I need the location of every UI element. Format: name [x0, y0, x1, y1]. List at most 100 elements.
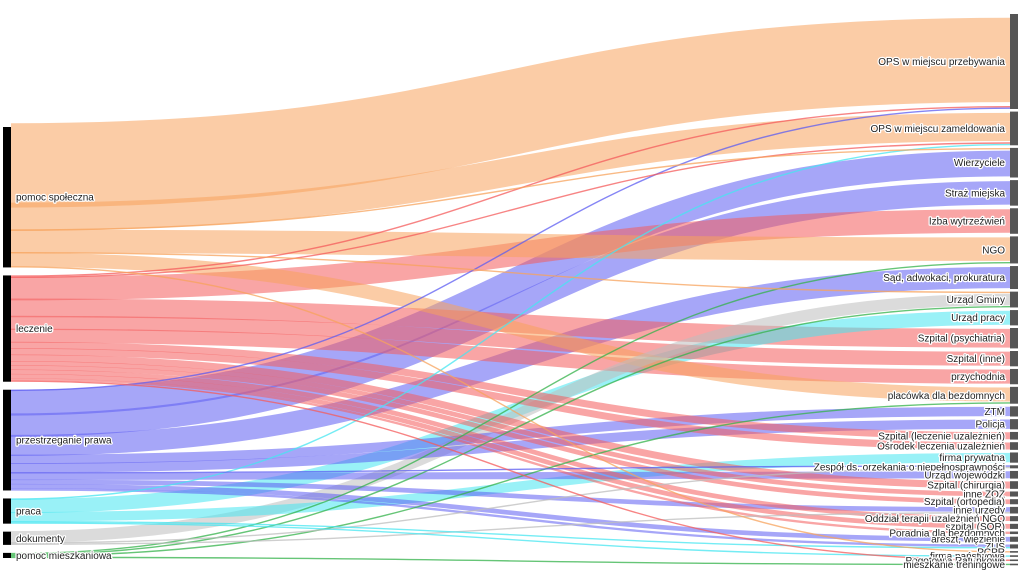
- target-label-t21: Szpital (chirurgia): [927, 481, 1005, 492]
- flow-link-dokumenty-t24[interactable]: [10, 512, 1011, 545]
- target-node-t29[interactable]: [1010, 544, 1018, 549]
- target-label-t1: OPS w miejscu przebywania: [878, 57, 1005, 68]
- flow-link-leczenie-t11[interactable]: [10, 315, 1011, 366]
- target-node-t5[interactable]: [1010, 208, 1018, 234]
- target-label-t17: Ośrodek leczenia uzależnień: [877, 442, 1005, 453]
- flow-link-leczenie-t1[interactable]: [10, 105, 1011, 277]
- flow-link-prawo-t1[interactable]: [10, 107, 1011, 392]
- target-node-t33[interactable]: [1010, 563, 1018, 566]
- flow-link-leczenie-t17[interactable]: [10, 348, 1011, 450]
- target-label-t2: OPS w miejscu zameldowania: [871, 124, 1006, 135]
- flow-link-pomoc-t3[interactable]: [10, 147, 1011, 231]
- node-labels: pomoc społeczna leczenie przestrzeganie pr…: [15, 56, 1007, 572]
- target-node-t23[interactable]: [1010, 499, 1018, 505]
- source-node-leczenie[interactable]: [3, 275, 11, 382]
- target-node-t9[interactable]: [1010, 310, 1018, 326]
- flow-link-praca-t2[interactable]: [10, 143, 1011, 500]
- target-node-t21[interactable]: [1010, 481, 1018, 489]
- target-node-t26[interactable]: [1010, 523, 1018, 529]
- target-node-t11[interactable]: [1010, 351, 1018, 367]
- target-node-t20[interactable]: [1010, 470, 1018, 479]
- target-label-t7: Sąd, adwokaci, prokuratura: [883, 273, 1005, 284]
- flow-link-praca-t31[interactable]: [10, 522, 1011, 557]
- target-label-t24: inne urzędy: [953, 506, 1005, 517]
- target-label-t10: Szpital (psychiatria): [918, 334, 1005, 345]
- flow-link-leczenie-t23[interactable]: [10, 365, 1011, 505]
- flow-link-leczenie-t27[interactable]: [10, 378, 1011, 534]
- target-label-t14: ZTM: [984, 407, 1005, 418]
- target-label-t32: Pogotowie Ratunkowe: [905, 556, 1005, 567]
- target-node-t4[interactable]: [1010, 180, 1018, 206]
- target-label-t20: Urząd wojewódzki: [924, 470, 1005, 481]
- target-node-t30[interactable]: [1010, 551, 1018, 553]
- flow-link-mieszk-t8[interactable]: [10, 305, 1011, 556]
- flow-link-leczenie-t32[interactable]: [10, 380, 1011, 561]
- target-label-t27: Poradnia dla bezdomnych: [889, 528, 1005, 539]
- target-node-t22[interactable]: [1010, 491, 1018, 497]
- target-node-t6[interactable]: [1010, 236, 1018, 264]
- flow-link-pomoc-t1[interactable]: [10, 17, 1011, 208]
- target-node-t7[interactable]: [1010, 266, 1018, 290]
- flow-link-pomoc-t30[interactable]: [10, 266, 1011, 553]
- target-node-t14[interactable]: [1010, 406, 1018, 417]
- flow-link-pomoc-t2[interactable]: [10, 112, 1011, 231]
- target-label-t23: Szpital (ortopedia): [924, 497, 1005, 508]
- flow-link-pomoc-t6[interactable]: [10, 229, 1011, 261]
- flow-link-leczenie-t21[interactable]: [10, 354, 1011, 489]
- nodes: [3, 14, 1018, 566]
- flow-link-pomoc-t13[interactable]: [10, 252, 1011, 402]
- flow-link-prawo-t4[interactable]: [10, 181, 1011, 437]
- target-node-t13[interactable]: [1010, 386, 1018, 404]
- flow-link-leczenie-t12[interactable]: [10, 328, 1011, 384]
- target-node-t28[interactable]: [1010, 536, 1018, 542]
- target-node-t8[interactable]: [1010, 291, 1018, 308]
- flow-link-prawo-t29[interactable]: [10, 488, 1011, 547]
- flow-link-leczenie-t22[interactable]: [10, 361, 1011, 497]
- flow-link-leczenie-t25[interactable]: [10, 369, 1011, 522]
- source-node-mieszk[interactable]: [3, 552, 11, 558]
- flow-link-mieszk-t13[interactable]: [10, 402, 1011, 557]
- flow-link-prawo-t28[interactable]: [10, 483, 1011, 542]
- source-node-dokumenty[interactable]: [3, 531, 11, 545]
- flow-link-praca-t29[interactable]: [10, 521, 1011, 549]
- target-node-t32[interactable]: [1010, 559, 1018, 562]
- target-node-t3[interactable]: [1010, 147, 1018, 178]
- target-label-t9: Urząd pracy: [951, 313, 1005, 324]
- target-label-t25: Oddział terapii uzależnień NGO: [865, 514, 1005, 525]
- flow-link-leczenie-t26[interactable]: [10, 373, 1011, 529]
- flow-link-prawo-t20[interactable]: [10, 471, 1011, 481]
- flow-link-mieszk-t33[interactable]: [10, 556, 1011, 566]
- target-label-t12: przychodnia: [951, 372, 1005, 383]
- target-node-t2[interactable]: [1010, 111, 1018, 146]
- target-label-t30: PCPR: [977, 547, 1005, 558]
- flow-link-mieszk-t6[interactable]: [10, 261, 1011, 555]
- target-label-t28: areszt, więzienie: [931, 535, 1005, 546]
- target-node-t17[interactable]: [1010, 442, 1018, 450]
- target-node-t15[interactable]: [1010, 419, 1018, 430]
- target-node-t27[interactable]: [1010, 531, 1018, 535]
- source-node-pomoc[interactable]: [3, 127, 11, 268]
- target-label-t4: Straż miejska: [945, 188, 1005, 199]
- target-node-t31[interactable]: [1010, 555, 1018, 557]
- source-node-prawo[interactable]: [3, 389, 11, 491]
- flow-link-leczenie-t2[interactable]: [10, 142, 1011, 279]
- flow-link-leczenie-t16[interactable]: [10, 341, 1011, 440]
- flow-link-pomoc-t8[interactable]: [10, 252, 1011, 294]
- target-node-t1[interactable]: [1010, 14, 1018, 109]
- target-node-t12[interactable]: [1010, 368, 1018, 385]
- flow-link-dokumenty-t19[interactable]: [10, 466, 1011, 544]
- flow-link-prawo-t19[interactable]: [10, 465, 1011, 474]
- source-node-praca[interactable]: [3, 498, 11, 524]
- target-label-t31: firma państwowa: [930, 552, 1005, 563]
- target-node-t24[interactable]: [1010, 506, 1018, 514]
- target-label-t8: Urząd Gminy: [947, 295, 1005, 306]
- target-label-t26: szpital (SOR): [946, 522, 1005, 533]
- target-node-t25[interactable]: [1010, 516, 1018, 522]
- target-node-t16[interactable]: [1010, 431, 1018, 440]
- flow-link-praca-t18[interactable]: [10, 452, 1011, 522]
- target-label-t18: firma prywatna: [939, 453, 1005, 464]
- target-node-t10[interactable]: [1010, 327, 1018, 349]
- target-node-t18[interactable]: [1010, 452, 1018, 463]
- target-node-t19[interactable]: [1010, 465, 1018, 469]
